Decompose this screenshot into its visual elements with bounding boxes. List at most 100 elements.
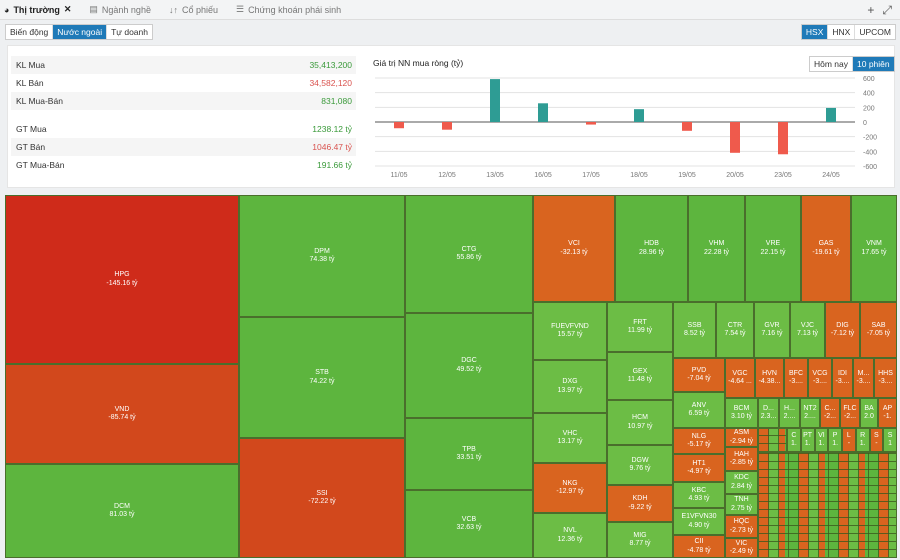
treemap-tile-ht1[interactable]: HT1 -4.97 tỷ bbox=[673, 454, 725, 482]
treemap-tile-gex[interactable]: GEX 11.48 tỷ bbox=[607, 352, 673, 400]
treemap-tile-asm[interactable]: ASM -2.94 tỷ bbox=[725, 428, 758, 447]
treemap-tile-vic[interactable]: VIC -2.49 tỷ bbox=[725, 538, 758, 558]
treemap-tile-hpg[interactable]: HPG -145.16 tỷ bbox=[5, 195, 239, 364]
treemap-tile-vci[interactable]: VCI -32.13 tỷ bbox=[533, 195, 615, 302]
tab-phai-sinh[interactable]: ☰ Chứng khoán phái sinh bbox=[235, 4, 342, 15]
treemap-tile-s[interactable]: S- bbox=[869, 428, 884, 452]
net-value: 6.59 tỷ bbox=[688, 410, 710, 417]
bar bbox=[490, 79, 500, 122]
treemap-tile-d[interactable]: D... 2.3... bbox=[758, 398, 779, 428]
treemap-tile-hhs[interactable]: HHS -3.... bbox=[874, 358, 897, 398]
treemap-tile-tnh[interactable]: TNH 2.75 tỷ bbox=[725, 494, 758, 515]
treemap-tile-vnm[interactable]: VNM 17.65 tỷ bbox=[851, 195, 897, 302]
period-today[interactable]: Hôm nay bbox=[810, 57, 854, 71]
treemap-tile-vhc[interactable]: VHC 13.17 tỷ bbox=[533, 413, 607, 463]
treemap-tile-nvl[interactable]: NVL 12.36 tỷ bbox=[533, 513, 607, 558]
treemap-tile-hah[interactable]: HAH -2.85 tỷ bbox=[725, 447, 758, 471]
treemap-tile-vcg[interactable]: VCG -3.... bbox=[808, 358, 832, 398]
treemap-tile-m[interactable]: M... -3.... bbox=[853, 358, 874, 398]
ticker: DIG bbox=[836, 321, 849, 329]
net-value: 1. bbox=[790, 440, 797, 447]
exchange-upcom[interactable]: UPCOM bbox=[859, 27, 891, 37]
tab-thi-truong[interactable]: ◕ Thị trường ✕ bbox=[4, 4, 72, 15]
treemap-tile-vjc[interactable]: VJC 7.13 tỷ bbox=[790, 302, 825, 358]
treemap-tile-vcb[interactable]: VCB 32.63 tỷ bbox=[405, 490, 533, 558]
treemap-tile-c[interactable]: C 1. bbox=[787, 428, 801, 452]
treemap-tile-vhm[interactable]: VHM 22.28 tỷ bbox=[688, 195, 745, 302]
treemap-tile-nt2[interactable]: NT2 2.... bbox=[800, 398, 820, 428]
treemap-tile-ctr[interactable]: CTR 7.54 tỷ bbox=[716, 302, 754, 358]
treemap-tile-dcm[interactable]: DCM 81.03 tỷ bbox=[5, 464, 239, 558]
treemap-tile-tpb[interactable]: TPB 33.51 tỷ bbox=[405, 418, 533, 490]
tab-nganh-nghe[interactable]: ▤ Ngành nghề bbox=[89, 4, 151, 15]
treemap-tile-kdc[interactable]: KDC 2.84 tỷ bbox=[725, 471, 758, 494]
treemap-tile-anv[interactable]: ANV 6.59 tỷ bbox=[673, 392, 725, 428]
stat-label: KL Bán bbox=[16, 78, 44, 88]
treemap-tile-l[interactable]: L- bbox=[842, 428, 856, 452]
treemap-tile-ssb[interactable]: SSB 8.52 tỷ bbox=[673, 302, 716, 358]
treemap-tile-bcm[interactable]: BCM 3.10 tỷ bbox=[725, 398, 758, 428]
treemap-tile-kbc[interactable]: KBC 4.93 tỷ bbox=[673, 482, 725, 508]
treemap-tile-ba[interactable]: BA 2.0 bbox=[860, 398, 878, 428]
treemap-tile-pvd[interactable]: PVD -7.04 tỷ bbox=[673, 358, 725, 392]
treemap-tile-hdb[interactable]: HDB 28.96 tỷ bbox=[615, 195, 688, 302]
treemap-tile-vgc[interactable]: VGC -4.64 ... bbox=[725, 358, 755, 398]
period-10-sessions[interactable]: 10 phiên bbox=[853, 57, 894, 71]
treemap-tile-idi[interactable]: IDI -3.... bbox=[832, 358, 853, 398]
treemap-tile-dgc[interactable]: DGC 49.52 tỷ bbox=[405, 313, 533, 418]
treemap-tile-dpm[interactable]: DPM 74.38 tỷ bbox=[239, 195, 405, 317]
treemap-tile-fuevfvnd[interactable]: FUEVFVND 15.57 tỷ bbox=[533, 302, 607, 360]
subtab-tu-doanh[interactable]: Tự doanh bbox=[111, 27, 148, 37]
subtab-nuoc-ngoai[interactable]: Nước ngoài bbox=[53, 25, 108, 39]
ticker: E1VFVN30 bbox=[681, 513, 717, 521]
ticker: TPB bbox=[462, 445, 476, 453]
treemap-tile-hcm[interactable]: HCM 10.97 tỷ bbox=[607, 400, 673, 445]
ticker: DGW bbox=[631, 456, 649, 464]
y-tick-label: 600 bbox=[863, 76, 875, 83]
treemap-tile-vre[interactable]: VRE 22.15 tỷ bbox=[745, 195, 801, 302]
subtab-bien-dong[interactable]: Biến động bbox=[6, 25, 54, 39]
treemap-tile-nkg[interactable]: NKG -12.97 tỷ bbox=[533, 463, 607, 513]
treemap-tile-gvr[interactable]: GVR 7.16 tỷ bbox=[754, 302, 790, 358]
treemap-tile-hqc[interactable]: HQC -2.73 tỷ bbox=[725, 515, 758, 538]
small-tiles-mosaic[interactable] bbox=[758, 452, 897, 558]
treemap-tile-r[interactable]: R 1. bbox=[855, 428, 870, 452]
treemap-tile-kdh[interactable]: KDH -9.22 tỷ bbox=[607, 485, 673, 522]
treemap-tile-dig[interactable]: DIG -7.12 tỷ bbox=[825, 302, 860, 358]
treemap-tile-mig[interactable]: MIG 8.77 tỷ bbox=[607, 522, 673, 558]
add-icon[interactable]: + bbox=[867, 3, 875, 17]
treemap-tile-h[interactable]: H... 2.... bbox=[779, 398, 800, 428]
treemap-tile-flc[interactable]: FLC -2... bbox=[840, 398, 860, 428]
treemap-tile-ctg[interactable]: CTG 55.86 tỷ bbox=[405, 195, 533, 313]
treemap-tile-gas[interactable]: GAS -19.61 tỷ bbox=[801, 195, 851, 302]
treemap-tile-c[interactable]: C... -2... bbox=[820, 398, 840, 428]
exchange-hnx[interactable]: HNX bbox=[828, 25, 856, 39]
treemap-tile-ap[interactable]: AP -1. bbox=[878, 398, 897, 428]
treemap-tile-vi[interactable]: VI 1. bbox=[814, 428, 829, 452]
treemap-tile-nlg[interactable]: NLG -5.17 tỷ bbox=[673, 428, 725, 454]
close-icon[interactable]: ✕ bbox=[63, 4, 72, 14]
net-value: -3.... bbox=[812, 378, 827, 385]
treemap-tile-cii[interactable]: CII -4.78 tỷ bbox=[673, 535, 725, 558]
tab-co-phieu[interactable]: ↓↑ Cổ phiếu bbox=[168, 4, 218, 15]
net-value: -7.05 tỷ bbox=[866, 330, 891, 337]
treemap-tile-vnd[interactable]: VND -85.74 tỷ bbox=[5, 364, 239, 464]
treemap-tile-ssi[interactable]: SSI -72.22 tỷ bbox=[239, 438, 405, 558]
treemap-tile-sab[interactable]: SAB -7.05 tỷ bbox=[860, 302, 897, 358]
treemap-tile-hvn[interactable]: HVN -4.38... bbox=[755, 358, 784, 398]
treemap-tile-pt[interactable]: PT 1. bbox=[800, 428, 815, 452]
treemap-tile-p[interactable]: P 1. bbox=[828, 428, 842, 452]
small-tiles-mosaic[interactable] bbox=[758, 428, 787, 452]
treemap-tile-stb[interactable]: STB 74.22 tỷ bbox=[239, 317, 405, 438]
ticker: M... bbox=[857, 369, 870, 377]
treemap-tile-dxg[interactable]: DXG 13.97 tỷ bbox=[533, 360, 607, 413]
treemap-tile-e1vfvn30[interactable]: E1VFVN30 4.90 tỷ bbox=[673, 508, 725, 535]
treemap-tile-frt[interactable]: FRT 11.99 tỷ bbox=[607, 302, 673, 352]
exchange-hsx[interactable]: HSX bbox=[801, 25, 829, 39]
treemap-tile-dgw[interactable]: DGW 9.76 tỷ bbox=[607, 445, 673, 485]
pie-chart-icon: ◕ bbox=[4, 4, 10, 15]
net-value: 22.28 tỷ bbox=[704, 248, 729, 256]
treemap-tile-bfc[interactable]: BFC -3.... bbox=[784, 358, 808, 398]
expand-icon[interactable]: ⤢ bbox=[882, 3, 892, 17]
